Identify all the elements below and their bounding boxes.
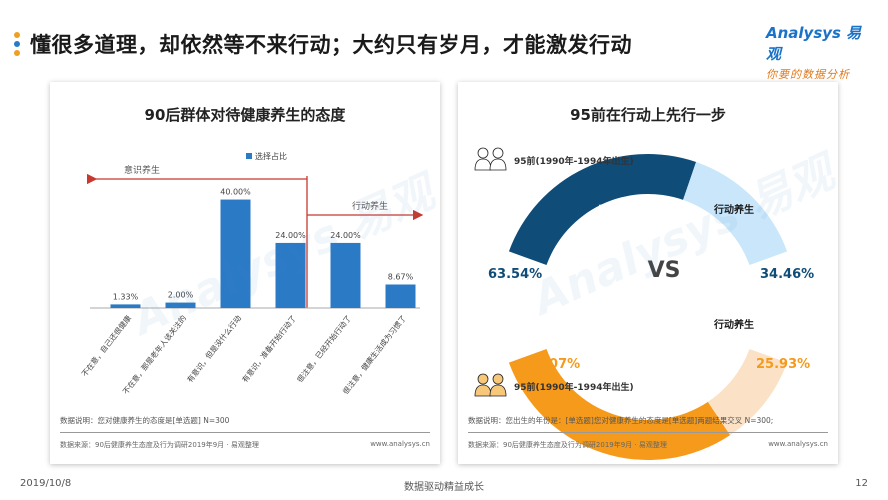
footer-page-number: 12 — [855, 478, 868, 489]
title-bullet-dots — [14, 32, 20, 56]
category-label-1: 不在意，自己还很健康 — [79, 313, 133, 379]
bar-value-label-4: 24.00% — [275, 231, 306, 240]
category-label-6: 很注意，健康生活成为习惯了 — [340, 313, 408, 396]
analysys-logo: Analysys 易观 你要的数据分析 — [766, 22, 870, 81]
category-label-2: 不在意，那是老年人该关注的 — [120, 313, 188, 396]
left-chart-panel: 90后群体对待健康养生的态度 选择占比意识养生行动养生 1.33% 不在意，自己还很… — [50, 82, 440, 464]
right-chart-panel: 95前在行动上先行一步 意识养生派 行动养生 意识养生派 行动养生 63.54% 34.4… — [458, 82, 838, 464]
lower-awareness-pct: 74.07% — [526, 357, 580, 372]
bar-3 — [220, 199, 251, 308]
right-data-note: 数据说明：您出生的年份是：[单选题]您对健康养生的态度是[单选题]两题结果交叉 … — [468, 416, 774, 425]
left-source: 数据来源：90后健康养生态度及行为调研2019年9月 · 易观整理 — [60, 441, 259, 449]
upper-label-action: 行动养生 — [713, 203, 754, 216]
bar-value-label-2: 2.00% — [168, 291, 194, 300]
annotation-action: 行动养生 — [352, 200, 388, 212]
people-icon-upper — [474, 147, 507, 171]
annotation-awareness: 意识养生 — [124, 164, 160, 176]
bar-value-label-6: 8.67% — [388, 272, 414, 281]
upper-arc-awareness — [508, 154, 697, 266]
upper-group-label: 95前(1990年-1994年出生) — [514, 155, 634, 167]
legend-label: 选择占比 — [255, 151, 287, 161]
bar-2 — [165, 302, 196, 308]
right-chart-title: 95前在行动上先行一步 — [570, 106, 726, 124]
left-data-note: 数据说明：您对健康养生的态度是[单选题] N=300 — [60, 416, 230, 425]
bar-4 — [275, 242, 306, 308]
lower-action-pct: 25.93% — [756, 357, 810, 372]
category-label-3: 有意识，但是没什么行动 — [184, 313, 243, 385]
logo-main-text: Analysys 易观 — [766, 24, 862, 63]
legend-swatch — [246, 153, 252, 159]
vs-label: VS — [648, 258, 681, 283]
bar-value-label-5: 24.00% — [330, 231, 361, 240]
left-divider — [60, 432, 430, 433]
upper-label-awareness: 意识养生派 — [598, 203, 649, 216]
right-source: 数据来源：90后健康养生态度及行为调研2019年9月 · 易观整理 — [468, 441, 667, 449]
footer-date: 2019/10/8 — [20, 478, 72, 489]
left-chart-title: 90后群体对待健康养生的态度 — [144, 106, 346, 124]
lower-label-awareness: 意识养生派 — [598, 318, 649, 331]
footer-slogan: 数据驱动精益成长 — [404, 482, 484, 493]
right-url: www.analysys.cn — [768, 440, 828, 448]
people-icon-lower — [474, 373, 507, 397]
lower-group-label: 95前(1990年-1994年出生) — [514, 381, 634, 393]
category-label-4: 有意识，准备开始行动了 — [239, 313, 298, 384]
right-divider — [468, 432, 828, 433]
lower-arc-action — [707, 348, 788, 436]
page-title: 懂很多道理，却依然等不来行动；大约只有岁月，才能激发行动 — [30, 33, 632, 57]
bar-5 — [330, 242, 361, 308]
upper-awareness-pct: 63.54% — [488, 267, 542, 282]
left-url: www.analysys.cn — [370, 440, 430, 448]
logo-sub-text: 你要的数据分析 — [766, 68, 850, 81]
bar-value-label-3: 40.00% — [220, 188, 251, 197]
bar-value-label-1: 1.33% — [113, 292, 139, 301]
category-label-5: 很注意，已经开始行动了 — [294, 313, 353, 384]
bar-6 — [385, 284, 416, 308]
lower-label-action: 行动养生 — [713, 318, 754, 331]
header-title-bar: 懂很多道理，却依然等不来行动；大约只有岁月，才能激发行动 — [14, 28, 632, 60]
upper-arc-action — [683, 162, 788, 266]
bar-1 — [110, 304, 141, 308]
upper-action-pct: 34.46% — [760, 267, 814, 282]
